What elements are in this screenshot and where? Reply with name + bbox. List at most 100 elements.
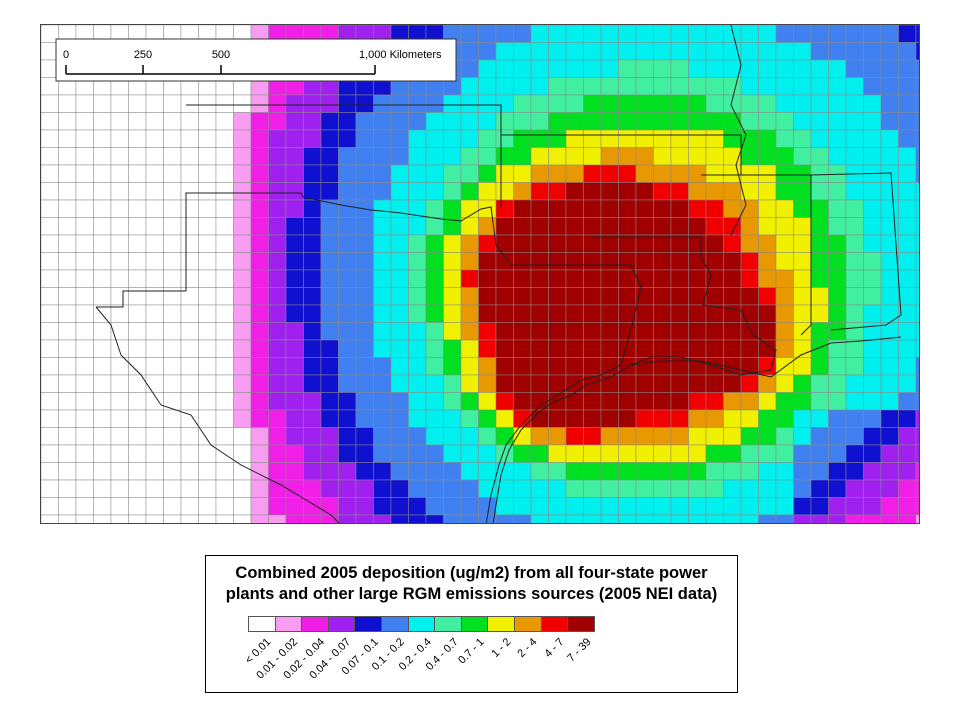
grid-cell [828, 94, 847, 113]
grid-cell [810, 199, 829, 218]
grid-cell [565, 112, 584, 131]
grid-cell [163, 199, 182, 218]
grid-cell [810, 129, 829, 148]
grid-cell [198, 462, 217, 481]
grid-cell [740, 444, 759, 463]
grid-cell [513, 94, 532, 113]
grid-cell [775, 269, 794, 288]
grid-cell [653, 462, 672, 481]
grid-cell [41, 462, 59, 481]
legend-swatch [513, 616, 542, 632]
grid-cell [740, 94, 759, 113]
grid-cell [513, 322, 532, 341]
grid-cell [58, 147, 77, 166]
grid-cell [478, 497, 497, 516]
grid-cell [75, 322, 94, 341]
grid-cell [110, 217, 129, 236]
grid-cell [41, 392, 59, 411]
grid-cell [390, 444, 409, 463]
grid-cell [583, 392, 602, 411]
grid-cell [898, 217, 917, 236]
grid-cell [390, 497, 409, 516]
grid-cell [303, 287, 322, 306]
grid-cell [880, 287, 899, 306]
grid-cell [233, 479, 252, 498]
grid-cell [583, 234, 602, 253]
grid-cell [705, 462, 724, 481]
grid-cell [285, 444, 304, 463]
grid-cell [670, 374, 689, 393]
grid-cell [863, 234, 882, 253]
grid-cell [285, 112, 304, 131]
grid-cell [530, 112, 549, 131]
grid-cell [355, 479, 374, 498]
grid-cell [285, 94, 304, 113]
grid-cell [250, 392, 269, 411]
grid-cell [740, 112, 759, 131]
grid-cell [355, 129, 374, 148]
grid-cell [145, 199, 164, 218]
grid-cell [443, 322, 462, 341]
grid-cell [338, 357, 357, 376]
legend-swatch [380, 616, 409, 632]
grid-cell [478, 304, 497, 323]
grid-cell [460, 479, 479, 498]
grid-cell [880, 129, 899, 148]
grid-cell [198, 514, 217, 523]
grid-cell [285, 374, 304, 393]
grid-cell [548, 25, 567, 43]
grid-cell [670, 339, 689, 358]
grid-cell [75, 357, 94, 376]
grid-cell [513, 199, 532, 218]
grid-cell [758, 42, 777, 61]
grid-cell [93, 374, 112, 393]
deposition-map[interactable]: 0 250 500 1,000 Kilometers [40, 24, 920, 524]
grid-cell [845, 497, 864, 516]
texas-border [96, 192, 642, 523]
grid-cell [758, 77, 777, 96]
grid-cell [180, 112, 199, 131]
grid-cell [128, 269, 147, 288]
grid-cell [670, 77, 689, 96]
grid-cell [880, 25, 899, 43]
grid-cell [75, 182, 94, 201]
grid-cell [373, 217, 392, 236]
grid-cell [215, 94, 234, 113]
grid-cell [670, 497, 689, 516]
grid-cell [548, 94, 567, 113]
grid-cell [513, 147, 532, 166]
grid-cell [495, 147, 514, 166]
grid-cell [41, 164, 59, 183]
grid-cell [618, 199, 637, 218]
grid-cell [303, 322, 322, 341]
grid-cell [548, 287, 567, 306]
grid-cell [863, 94, 882, 113]
legend-swatch [487, 616, 515, 632]
grid-cell [670, 42, 689, 61]
grid-cell [618, 409, 637, 428]
grid-cell [548, 462, 567, 481]
grid-cell [723, 374, 742, 393]
grid-cell [898, 514, 917, 523]
grid-cell [583, 497, 602, 516]
grid-cell [583, 59, 602, 78]
grid-cell [688, 42, 707, 61]
grid-cell [198, 287, 217, 306]
grid-cell [215, 322, 234, 341]
grid-cell [530, 479, 549, 498]
grid-cell [600, 252, 619, 271]
grid-cell [705, 199, 724, 218]
grid-cell [460, 252, 479, 271]
grid-cell [180, 479, 199, 498]
grid-cell [845, 94, 864, 113]
grid-cell [653, 252, 672, 271]
grid-cell [233, 444, 252, 463]
grid-cell [408, 374, 427, 393]
grid-cell [478, 147, 497, 166]
grid-cell [775, 479, 794, 498]
grid-cell [425, 287, 444, 306]
grid-cell [128, 129, 147, 148]
grid-cell [513, 409, 532, 428]
grid-cell [880, 409, 899, 428]
grid-cell [478, 25, 497, 43]
